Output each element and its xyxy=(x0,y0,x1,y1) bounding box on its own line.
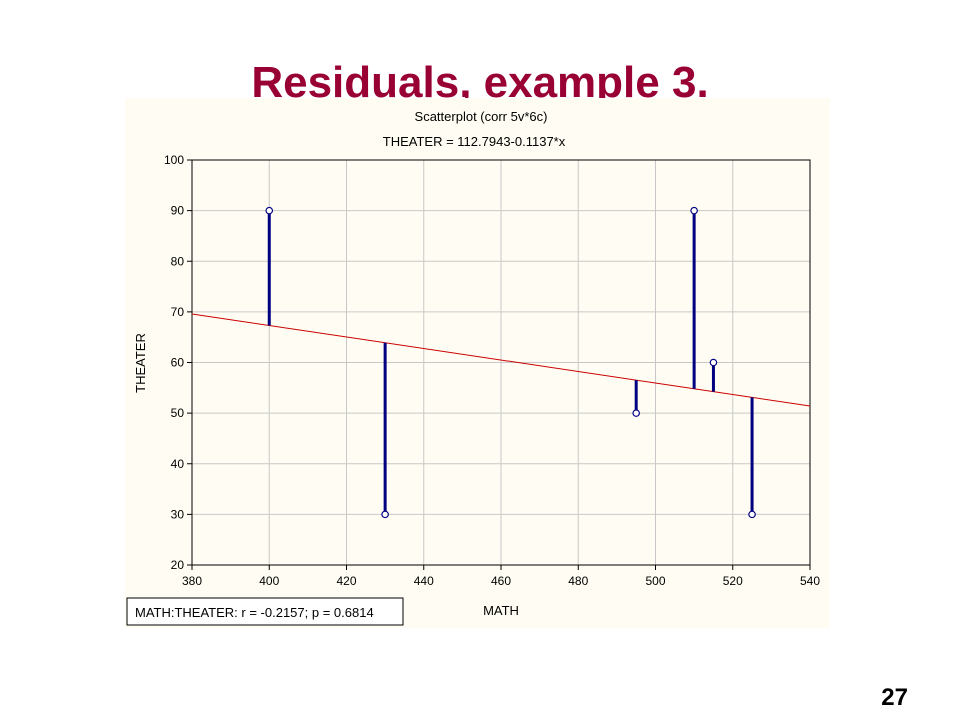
x-tick-label: 500 xyxy=(645,574,665,588)
data-point xyxy=(632,409,640,417)
data-point xyxy=(748,510,756,519)
scatterplot-chart: Scatterplot (corr 5v*6c) THEATER = 112.7… xyxy=(126,109,820,626)
chart-panel: Scatterplot (corr 5v*6c) THEATER = 112.7… xyxy=(125,98,830,628)
x-tick-label: 400 xyxy=(259,574,279,588)
data-point xyxy=(709,358,718,367)
x-tick-label: 440 xyxy=(414,574,434,588)
page-number: 27 xyxy=(881,684,908,711)
y-axis-label: THEATER xyxy=(133,333,148,393)
axis-ticks: 380 400 420 440 460 480 500 520 540 20 30 40 50 60 70 8… xyxy=(164,153,820,588)
grid-lines xyxy=(192,160,810,565)
y-tick-label: 40 xyxy=(171,457,185,471)
chart-title: Scatterplot (corr 5v*6c) xyxy=(415,109,548,124)
stats-text: MATH:THEATER: r = -0.2157; p = 0.6814 xyxy=(135,605,374,620)
y-tick-label: 60 xyxy=(171,356,185,370)
x-axis-label: MATH xyxy=(483,603,519,618)
data-point xyxy=(381,510,389,519)
data-points xyxy=(265,206,756,519)
x-tick-label: 380 xyxy=(182,574,202,588)
y-tick-label: 50 xyxy=(171,406,185,420)
y-tick-label: 90 xyxy=(171,204,185,218)
y-tick-label: 20 xyxy=(171,558,185,572)
y-tick-label: 30 xyxy=(171,507,185,521)
y-tick-label: 80 xyxy=(171,254,185,268)
x-tick-label: 420 xyxy=(336,574,356,588)
regression-layer xyxy=(191,313,811,407)
residual-lines xyxy=(267,210,754,515)
x-tick-label: 460 xyxy=(491,574,511,588)
stats-box xyxy=(126,597,404,626)
regression-line xyxy=(191,313,811,407)
x-tick-label: 540 xyxy=(800,574,820,588)
x-tick-label: 480 xyxy=(568,574,588,588)
y-tick-label: 100 xyxy=(164,153,184,167)
data-point xyxy=(265,206,274,215)
y-tick-label: 70 xyxy=(171,305,185,319)
data-point xyxy=(690,206,698,215)
x-tick-label: 520 xyxy=(723,574,743,588)
regression-equation: THEATER = 112.7943-0.1137*x xyxy=(383,134,566,149)
